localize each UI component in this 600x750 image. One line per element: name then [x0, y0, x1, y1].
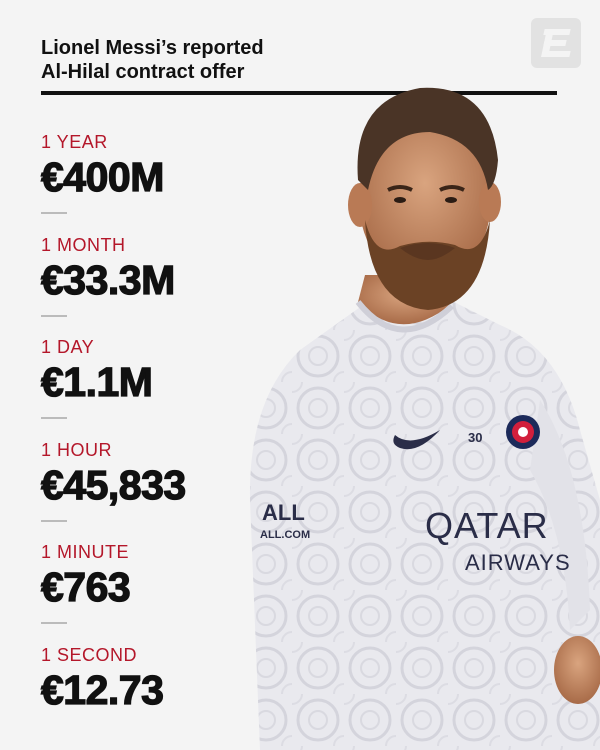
- sponsor-name: QATAR: [425, 505, 549, 546]
- stat-separator: [41, 314, 67, 317]
- stat-value: €33.3M: [40, 256, 176, 303]
- sleeve-logo-text: ALL: [262, 500, 305, 525]
- stat-day: 1 DAY €1.1M: [40, 335, 301, 438]
- title-line-2: Al-Hilal contract offer: [41, 61, 245, 83]
- stat-value: €763: [40, 563, 131, 610]
- stat-year: 1 YEAR €400M: [40, 130, 301, 233]
- stat-value: €45,833: [40, 461, 187, 508]
- stat-separator: [41, 417, 67, 419]
- stat-second: 1 SECOND €12.73: [40, 643, 301, 746]
- sponsor-tagline: AIRWAYS: [465, 550, 571, 575]
- stat-separator: [41, 519, 67, 522]
- stat-value: €1.1M: [40, 358, 153, 405]
- stat-label: 1 HOUR: [41, 439, 113, 460]
- stat-value: €12.73: [40, 666, 164, 713]
- stat-hour: 1 HOUR €45,833: [40, 438, 301, 541]
- player-photo: 30 ALL ALL.COM QATAR AIRWAYS: [249, 87, 600, 750]
- title-line-1: Lionel Messi’s reported: [41, 37, 264, 59]
- stat-value: €400M: [40, 153, 165, 200]
- sleeve-url-text: ALL.COM: [260, 529, 310, 541]
- stat-label: 1 MONTH: [41, 234, 126, 255]
- stat-label: 1 MINUTE: [41, 542, 130, 562]
- stat-label: 1 YEAR: [41, 132, 108, 152]
- stat-separator: [41, 212, 67, 214]
- shirt-number: 30: [468, 430, 482, 445]
- stat-label: 1 DAY: [41, 337, 95, 357]
- stat-separator: [41, 622, 67, 624]
- stat-month: 1 MONTH €33.3M: [40, 233, 301, 336]
- stats-list: 1 YEAR €400M 1 MONTH €33.3M 1 DAY €1.1M …: [40, 130, 301, 746]
- page-title: Lionel Messi’s reported Al-Hilal contrac…: [41, 36, 371, 84]
- espn-logo-icon: [531, 18, 581, 68]
- stat-label: 1 SECOND: [41, 644, 138, 665]
- stat-minute: 1 MINUTE €763: [40, 540, 301, 643]
- title-divider: [41, 91, 557, 95]
